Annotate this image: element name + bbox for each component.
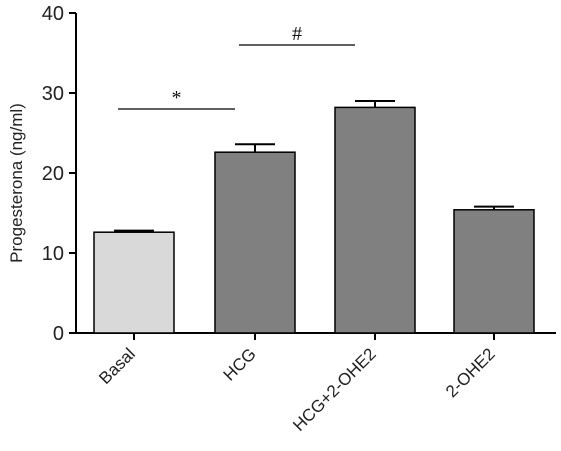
y-tick-label: 10 [42,243,64,265]
y-axis-title: Progesterona (ng/ml) [7,103,26,263]
significance-marker: * [172,87,182,109]
bar-basal [93,231,175,334]
bar-hcg-2-ohe2 [334,106,416,334]
bar-2-ohe2 [453,209,535,334]
bar-hcg [214,151,296,334]
significance-marker: # [292,23,302,45]
x-tick-label: 2-OHE2 [442,344,499,401]
y-tick-label: 40 [42,3,64,25]
y-tick-label: 0 [53,323,64,345]
x-tick-label: HCG+2-OHE2 [289,344,380,435]
x-tick-label: HCG [220,344,260,384]
y-tick-label: 30 [42,83,64,105]
significance-annotations: *# [118,23,355,110]
y-tick-label: 20 [42,163,64,185]
bars [93,100,535,334]
x-tick-label: Basal [95,344,139,388]
